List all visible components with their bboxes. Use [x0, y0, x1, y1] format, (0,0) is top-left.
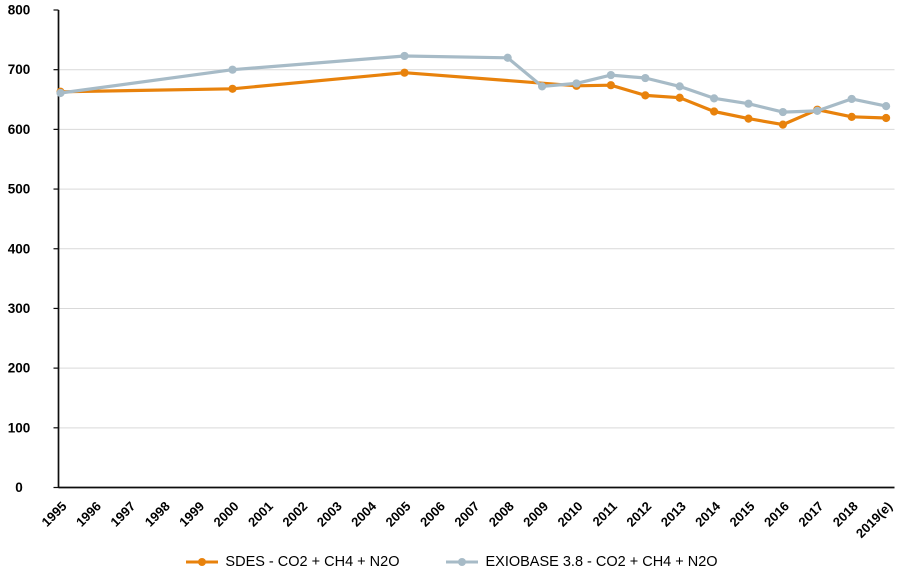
legend-label-exiobase: EXIOBASE 3.8 - CO2 + CH4 + N2O	[485, 554, 718, 570]
data-point-series-1	[710, 94, 719, 103]
x-axis-label: 2005	[383, 499, 414, 530]
x-axis-label: 2014	[692, 498, 724, 530]
x-axis-label: 2000	[211, 499, 242, 530]
x-axis-label: 1998	[142, 499, 173, 530]
data-point-series-1	[503, 53, 512, 62]
data-point-series-0	[606, 81, 616, 90]
x-axis-label: 2012	[623, 499, 654, 530]
y-axis-label: 600	[8, 122, 31, 137]
y-axis-label: 200	[8, 361, 31, 376]
x-axis-label: 2015	[727, 499, 758, 530]
x-axis-label: 2011	[589, 499, 620, 530]
data-point-series-0	[675, 93, 684, 102]
x-axis-label: 2002	[279, 499, 310, 530]
x-axis-label: 2009	[520, 499, 551, 530]
data-point-series-1	[847, 94, 856, 104]
data-point-series-1	[400, 51, 409, 61]
data-point-series-0	[778, 120, 788, 129]
x-axis-label: 1995	[39, 499, 70, 530]
data-point-series-0	[744, 114, 753, 123]
data-point-series-1	[606, 70, 616, 80]
y-axis-label: 100	[8, 420, 31, 435]
x-axis-label: 2008	[486, 499, 517, 530]
data-point-series-1	[744, 99, 753, 108]
x-axis-label: 2018	[830, 499, 861, 530]
x-axis-label: 2017	[795, 499, 826, 530]
legend-line-marker-icon	[446, 558, 479, 566]
data-point-series-1	[882, 101, 891, 111]
x-axis-label: 1999	[176, 499, 207, 530]
data-point-series-1	[641, 73, 650, 83]
legend-label-sdes: SDES - CO2 + CH4 + N2O	[225, 554, 400, 570]
data-point-series-0	[710, 107, 719, 116]
x-axis-label: 2013	[658, 499, 689, 530]
x-axis-label: 2001	[245, 499, 276, 530]
data-point-series-1	[675, 82, 684, 91]
data-point-series-0	[641, 91, 650, 100]
data-point-series-1	[228, 65, 237, 74]
y-axis-label: 700	[8, 62, 31, 77]
x-axis-label: 2016	[761, 499, 792, 530]
data-point-series-1	[778, 107, 788, 117]
x-axis-label: 2004	[348, 498, 380, 530]
legend-line-marker-icon	[186, 558, 219, 566]
y-axis-label: 800	[8, 3, 31, 18]
data-point-series-1	[813, 106, 822, 115]
data-point-series-0	[228, 84, 237, 93]
data-point-series-0	[400, 68, 409, 77]
legend-item-sdes: SDES - CO2 + CH4 + N2O	[185, 554, 399, 570]
x-axis-label: 2010	[555, 499, 586, 530]
x-axis-label: 1996	[73, 499, 104, 530]
x-axis-label: 2019(e)	[853, 499, 895, 541]
data-point-series-1	[56, 88, 65, 98]
x-axis-label: 1997	[107, 499, 138, 530]
x-axis-label: 2006	[417, 499, 448, 530]
legend-item-exiobase: EXIOBASE 3.8 - CO2 + CH4 + N2O	[445, 554, 718, 570]
y-axis-label: 0	[15, 480, 23, 495]
y-axis-label: 400	[8, 241, 31, 256]
data-point-series-0	[847, 112, 856, 121]
data-point-series-1	[538, 82, 547, 91]
chart-legend: SDES - CO2 + CH4 + N2O EXIOBASE 3.8 - CO…	[0, 549, 903, 575]
data-point-series-0	[882, 113, 891, 123]
y-axis-label: 300	[8, 301, 31, 316]
x-axis-label: 2007	[451, 499, 482, 530]
x-axis-label: 2003	[314, 499, 345, 530]
series-line-0	[58, 71, 888, 127]
series-line-1	[58, 54, 888, 114]
data-point-series-1	[572, 79, 581, 88]
y-axis-label: 500	[8, 182, 31, 197]
